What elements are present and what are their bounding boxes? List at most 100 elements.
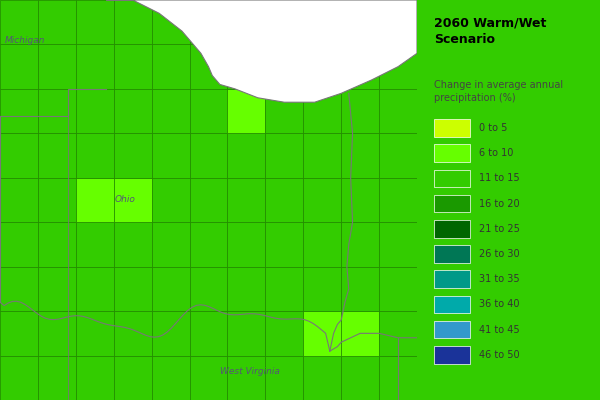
Bar [379,356,417,400]
Bar [0,356,38,400]
Bar [114,89,152,133]
Bar [38,356,76,400]
Text: 6 to 10: 6 to 10 [479,148,514,158]
Bar [152,311,190,356]
Text: 16 to 20: 16 to 20 [479,198,520,209]
Bar [434,321,470,338]
Bar [38,133,76,178]
Bar [38,44,76,89]
Bar [152,356,190,400]
Bar [227,0,265,44]
Bar [341,44,379,89]
Bar [379,133,417,178]
Bar [190,0,227,44]
Bar [0,267,38,311]
Bar [303,44,341,89]
Bar [434,220,470,238]
Bar [38,267,76,311]
Bar [227,89,265,133]
Bar [0,0,38,44]
Bar [114,267,152,311]
Bar [265,267,303,311]
Bar [303,356,341,400]
Bar [303,222,341,267]
Bar [341,311,379,356]
Polygon shape [106,0,417,102]
Bar [434,296,470,313]
Bar [114,356,152,400]
Bar [190,44,227,89]
Bar [114,311,152,356]
Text: Change in average annual
precipitation (%): Change in average annual precipitation (… [434,80,563,103]
Bar [190,267,227,311]
Text: 26 to 30: 26 to 30 [479,249,520,259]
Bar [76,44,114,89]
Bar [341,267,379,311]
Text: 31 to 35: 31 to 35 [479,274,520,284]
Bar [341,356,379,400]
Bar [0,222,38,267]
Bar [152,267,190,311]
Bar [434,245,470,263]
Bar [379,267,417,311]
Bar [152,44,190,89]
Bar [303,89,341,133]
Bar [434,195,470,212]
Bar [434,119,470,137]
Bar [0,133,38,178]
Bar [303,267,341,311]
Bar [114,222,152,267]
Bar [379,178,417,222]
Bar [265,89,303,133]
Bar [114,178,152,222]
Bar [76,178,114,222]
Bar [379,222,417,267]
Text: 21 to 25: 21 to 25 [479,224,520,234]
Bar [265,44,303,89]
Bar [38,178,76,222]
Bar [76,0,114,44]
Text: Ohio: Ohio [115,196,136,204]
Bar [434,170,470,187]
Bar [152,0,190,44]
Bar [379,44,417,89]
Bar [38,311,76,356]
Bar [227,356,265,400]
Bar [152,178,190,222]
Bar [114,44,152,89]
Bar [190,311,227,356]
Bar [114,133,152,178]
Bar [303,133,341,178]
Bar [265,0,303,44]
Bar [152,222,190,267]
Bar [76,222,114,267]
Bar [76,89,114,133]
Text: 0 to 5: 0 to 5 [479,123,508,133]
Bar [303,178,341,222]
Bar [0,44,38,89]
Bar [265,311,303,356]
Bar [341,133,379,178]
Bar [190,356,227,400]
Bar [341,178,379,222]
Bar [379,311,417,356]
Bar [265,356,303,400]
Bar [190,178,227,222]
Bar [0,178,38,222]
Bar [38,89,76,133]
Bar [265,133,303,178]
Bar [227,267,265,311]
Bar [303,0,341,44]
Text: 36 to 40: 36 to 40 [479,299,520,310]
Text: 46 to 50: 46 to 50 [479,350,520,360]
Bar [76,267,114,311]
Text: West Virginia: West Virginia [220,368,280,376]
Bar [190,89,227,133]
Bar [341,0,379,44]
Bar [38,0,76,44]
Bar [434,144,470,162]
Bar [227,222,265,267]
Bar [38,222,76,267]
Bar [152,89,190,133]
Bar [303,311,341,356]
